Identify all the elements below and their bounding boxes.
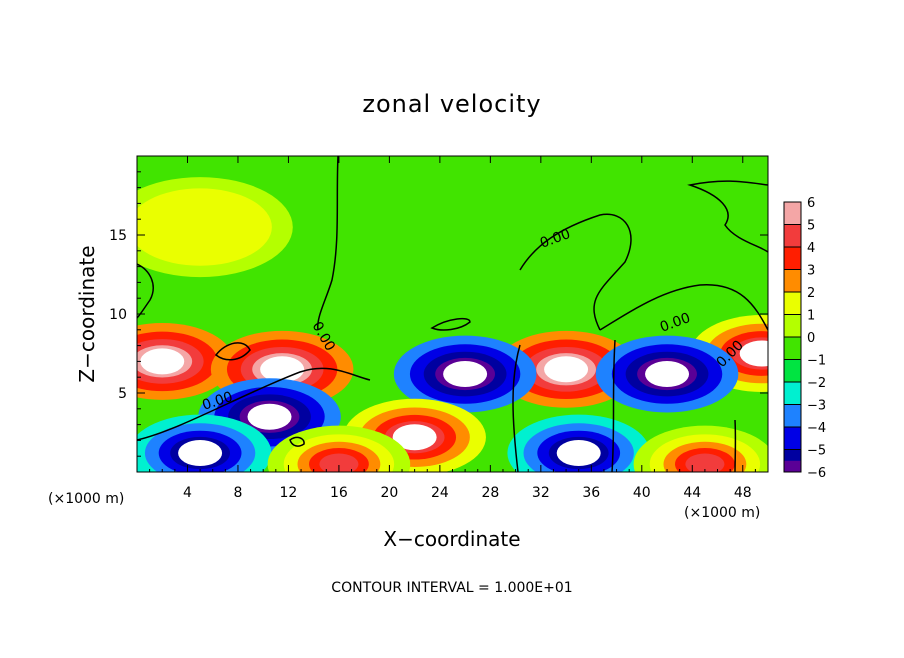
x-tick-label: 12 — [280, 485, 298, 501]
x-tick-label: 20 — [380, 485, 398, 501]
x-tick-label: 4 — [183, 485, 192, 501]
colorbar-swatch — [784, 405, 801, 428]
heatmap-blob — [91, 323, 234, 400]
colorbar-tick-label: 6 — [807, 196, 815, 211]
heatmap-saturated-core — [443, 361, 487, 387]
colorbar-swatch — [784, 337, 801, 360]
heatmap-saturated-core — [140, 348, 184, 374]
heatmap-blob — [107, 177, 292, 277]
colorbar-swatch — [784, 427, 801, 450]
x-axis-label: X−coordinate — [383, 527, 520, 551]
heatmap-saturated-core — [178, 440, 222, 466]
colorbar-swatch — [784, 292, 801, 315]
colorbar-tick-label: 2 — [807, 286, 815, 301]
y-axis-unit: (×1000 m) — [48, 491, 124, 507]
y-tick-label: 10 — [109, 307, 127, 323]
x-tick-label: 48 — [734, 485, 752, 501]
x-axis-unit: (×1000 m) — [684, 505, 760, 521]
x-tick-label: 16 — [330, 485, 348, 501]
colorbar-swatch — [784, 270, 801, 293]
colorbar-swatch — [784, 315, 801, 338]
colorbar-tick-label: −4 — [807, 421, 826, 436]
colorbar-tick-label: −5 — [807, 444, 826, 459]
colorbar-swatch — [784, 461, 801, 472]
x-tick-label: 28 — [481, 485, 499, 501]
x-tick-label: 8 — [233, 485, 242, 501]
colorbar-tick-label: 0 — [807, 331, 815, 346]
colorbar-swatch — [784, 382, 801, 405]
colorbar-tick-label: −2 — [807, 376, 826, 391]
y-tick-label: 5 — [118, 386, 127, 402]
heatmap-saturated-core — [645, 361, 689, 387]
heatmap-saturated-core — [544, 356, 588, 382]
colorbar-tick-label: 1 — [807, 309, 815, 324]
colorbar-swatch — [784, 202, 801, 225]
x-tick-label: 40 — [633, 485, 651, 501]
colorbar-swatch — [784, 360, 801, 383]
chart-title: zonal velocity — [362, 90, 541, 118]
x-tick-label: 44 — [683, 485, 701, 501]
colorbar-tick-label: 4 — [807, 241, 815, 256]
x-tick-label: 24 — [431, 485, 449, 501]
heatmap-saturated-core — [248, 404, 292, 430]
heatmap-saturated-core — [740, 341, 784, 367]
x-tick-label: 36 — [582, 485, 600, 501]
colorbar-swatch — [784, 225, 801, 248]
y-axis-label: Z−coordinate — [75, 245, 99, 382]
heatmap-blob — [634, 426, 777, 503]
x-tick-label: 32 — [532, 485, 550, 501]
colorbar-tick-label: −3 — [807, 399, 826, 414]
contour-interval-text: CONTOUR INTERVAL = 1.000E+01 — [331, 580, 572, 596]
heatmap-blob — [507, 415, 650, 492]
heatmap-cell — [128, 188, 272, 265]
colorbar-tick-label: −1 — [807, 354, 826, 369]
colorbar: 6 5 4 3 2 1 0 −1 −2 −3 −4 −5 −6 — [784, 196, 826, 481]
heatmap-blob — [129, 415, 272, 492]
heatmap-saturated-core — [557, 440, 601, 466]
colorbar-tick-label: 5 — [807, 219, 815, 234]
colorbar-tick-label: −6 — [807, 466, 826, 481]
y-tick-label: 15 — [109, 228, 127, 244]
heatmap-blob — [596, 336, 739, 413]
colorbar-tick-label: 3 — [807, 264, 815, 279]
colorbar-swatch — [784, 247, 801, 270]
heatmap-field: 0.00 0.00 0.00 0.00 0.00 — [91, 156, 833, 503]
